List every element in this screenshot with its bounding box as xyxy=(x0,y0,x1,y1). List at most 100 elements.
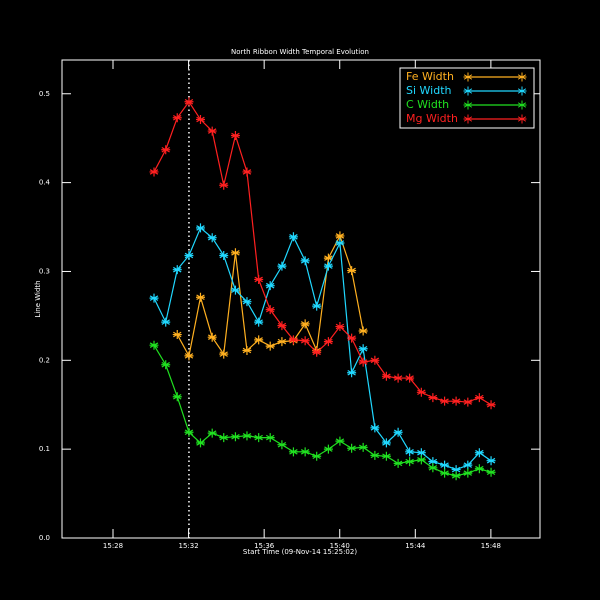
data-point xyxy=(207,126,217,136)
data-point xyxy=(184,250,194,260)
data-point xyxy=(265,305,275,315)
data-point xyxy=(265,433,275,443)
data-point xyxy=(288,335,298,345)
data-point xyxy=(219,250,229,260)
data-point xyxy=(451,396,461,406)
legend-marker xyxy=(463,72,473,82)
series-line xyxy=(153,226,492,471)
data-point xyxy=(149,340,159,350)
x-tick-label: 15:36 xyxy=(254,542,275,550)
data-point xyxy=(335,322,345,332)
data-point xyxy=(184,427,194,437)
data-point xyxy=(440,468,450,478)
legend-marker xyxy=(517,86,527,96)
data-point xyxy=(300,256,310,266)
data-point xyxy=(195,223,205,233)
data-point xyxy=(486,400,496,410)
data-point xyxy=(463,460,473,470)
y-tick-label: 0.1 xyxy=(39,445,50,453)
data-point xyxy=(161,145,171,155)
series-line xyxy=(153,344,492,477)
data-point xyxy=(416,448,426,458)
data-point xyxy=(370,450,380,460)
data-point xyxy=(184,351,194,361)
chart-title: North Ribbon Width Temporal Evolution xyxy=(231,48,369,56)
data-point xyxy=(393,427,403,437)
data-point xyxy=(381,451,391,461)
data-point xyxy=(335,436,345,446)
data-point xyxy=(370,423,380,433)
x-tick-label: 15:44 xyxy=(405,542,426,550)
data-point xyxy=(207,233,217,243)
data-point xyxy=(172,265,182,275)
data-point xyxy=(428,457,438,467)
data-point xyxy=(230,432,240,442)
data-point xyxy=(347,368,357,378)
data-point xyxy=(440,396,450,406)
data-point xyxy=(195,292,205,302)
data-point xyxy=(323,337,333,347)
data-point xyxy=(288,232,298,242)
data-point xyxy=(428,463,438,473)
data-point xyxy=(347,333,357,343)
data-point xyxy=(254,433,264,443)
data-point xyxy=(195,115,205,125)
data-point xyxy=(254,317,264,327)
data-point xyxy=(451,465,461,475)
series-line xyxy=(153,100,492,406)
y-tick-label: 0.3 xyxy=(39,267,50,275)
data-point xyxy=(486,467,496,477)
data-point xyxy=(242,167,252,177)
data-point xyxy=(207,332,217,342)
data-point xyxy=(323,444,333,454)
data-point xyxy=(416,455,426,465)
data-point xyxy=(405,373,415,383)
y-tick-label: 0.4 xyxy=(39,179,51,187)
data-point xyxy=(405,457,415,467)
legend-marker xyxy=(517,72,527,82)
data-point xyxy=(230,285,240,295)
data-point xyxy=(335,231,345,241)
data-point xyxy=(300,447,310,457)
legend-label: Fe Width xyxy=(406,70,454,83)
legend-marker xyxy=(463,100,473,110)
data-point xyxy=(219,180,229,190)
data-point xyxy=(312,347,322,357)
data-point xyxy=(149,167,159,177)
legend-marker xyxy=(517,114,527,124)
data-point xyxy=(172,113,182,123)
data-point xyxy=(416,387,426,397)
x-tick-label: 15:48 xyxy=(481,542,501,550)
data-point xyxy=(381,371,391,381)
data-point xyxy=(288,447,298,457)
data-point xyxy=(347,266,357,276)
data-point xyxy=(172,330,182,340)
plot-frame xyxy=(61,59,541,539)
y-tick-label: 0.0 xyxy=(39,534,50,542)
data-point xyxy=(463,468,473,478)
data-point xyxy=(277,337,287,347)
data-point xyxy=(265,281,275,291)
data-point xyxy=(335,238,345,248)
data-point xyxy=(242,346,252,356)
data-point xyxy=(254,274,264,284)
data-point xyxy=(474,393,484,403)
legend-marker xyxy=(463,86,473,96)
data-point xyxy=(474,464,484,474)
data-point xyxy=(463,397,473,407)
data-point xyxy=(277,261,287,271)
data-point xyxy=(230,131,240,141)
legend-label: Si Width xyxy=(406,84,452,97)
data-point xyxy=(184,97,194,107)
data-point xyxy=(300,336,310,346)
data-point xyxy=(323,253,333,263)
y-tick-label: 0.5 xyxy=(39,90,50,98)
data-point xyxy=(393,373,403,383)
data-point xyxy=(451,471,461,481)
y-axis-label: Line Width xyxy=(34,280,42,317)
x-tick-label: 15:28 xyxy=(103,542,123,550)
data-point xyxy=(161,360,171,370)
data-point xyxy=(230,248,240,258)
data-point xyxy=(254,335,264,345)
